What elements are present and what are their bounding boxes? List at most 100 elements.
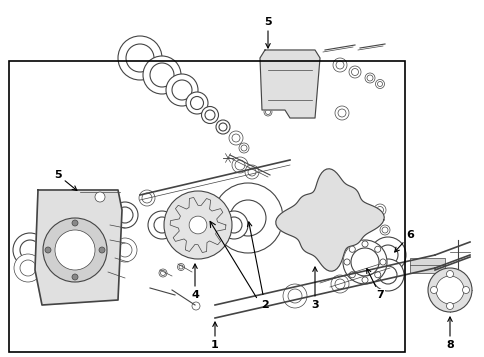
Circle shape (374, 246, 380, 252)
Circle shape (446, 271, 453, 277)
Circle shape (172, 80, 192, 100)
Text: 2: 2 (247, 222, 268, 310)
Circle shape (226, 217, 242, 233)
Circle shape (375, 80, 384, 89)
Circle shape (99, 247, 105, 253)
Circle shape (179, 265, 182, 269)
Circle shape (95, 192, 105, 202)
Circle shape (159, 269, 166, 277)
Circle shape (378, 266, 396, 284)
Circle shape (113, 238, 136, 262)
Circle shape (364, 73, 374, 83)
Bar (9, 61, 404, 352)
Bar (409, 258, 444, 273)
Circle shape (342, 240, 386, 284)
Circle shape (219, 123, 227, 131)
Circle shape (369, 237, 405, 273)
Circle shape (142, 193, 151, 203)
Circle shape (348, 246, 355, 252)
Circle shape (381, 227, 387, 233)
Circle shape (305, 51, 313, 59)
Circle shape (307, 110, 312, 115)
Circle shape (446, 302, 453, 310)
Circle shape (348, 272, 355, 278)
Circle shape (337, 109, 345, 117)
Circle shape (20, 260, 36, 276)
Circle shape (361, 241, 367, 247)
Circle shape (112, 202, 138, 228)
Circle shape (229, 200, 265, 236)
Circle shape (228, 131, 242, 145)
Circle shape (361, 277, 367, 283)
Text: 1: 1 (211, 322, 218, 350)
Circle shape (283, 284, 306, 308)
Circle shape (186, 92, 208, 114)
Circle shape (118, 243, 132, 257)
Circle shape (150, 63, 174, 87)
Circle shape (334, 106, 348, 120)
Circle shape (462, 287, 469, 293)
Circle shape (55, 230, 95, 270)
Circle shape (366, 75, 372, 81)
Circle shape (377, 245, 397, 265)
Circle shape (72, 274, 78, 280)
Circle shape (263, 51, 272, 59)
Text: 7: 7 (366, 268, 383, 300)
Circle shape (343, 259, 349, 265)
Circle shape (379, 259, 385, 265)
Circle shape (241, 145, 246, 151)
Polygon shape (259, 50, 319, 118)
Circle shape (430, 287, 437, 293)
Circle shape (72, 220, 78, 226)
Circle shape (201, 106, 218, 124)
Circle shape (435, 276, 463, 304)
Circle shape (235, 160, 244, 170)
Circle shape (244, 165, 258, 179)
Circle shape (199, 212, 215, 228)
Circle shape (333, 58, 346, 72)
Text: 5: 5 (264, 17, 271, 48)
Circle shape (239, 143, 248, 153)
Circle shape (190, 96, 203, 110)
Circle shape (377, 81, 382, 86)
Circle shape (154, 217, 170, 233)
Text: 8: 8 (445, 317, 453, 350)
Circle shape (231, 157, 247, 173)
Circle shape (348, 66, 360, 78)
Circle shape (247, 168, 256, 176)
Circle shape (164, 191, 231, 259)
Circle shape (45, 247, 51, 253)
Circle shape (117, 207, 133, 223)
Circle shape (376, 206, 383, 213)
Circle shape (43, 218, 107, 282)
Circle shape (126, 44, 154, 72)
Circle shape (160, 271, 165, 276)
Circle shape (265, 110, 270, 115)
Circle shape (148, 211, 176, 239)
Circle shape (335, 61, 343, 69)
Circle shape (13, 233, 47, 267)
Polygon shape (35, 190, 122, 305)
Text: 4: 4 (191, 264, 198, 300)
Circle shape (373, 204, 385, 216)
Circle shape (305, 108, 313, 116)
Circle shape (189, 216, 207, 234)
Circle shape (379, 225, 389, 235)
Circle shape (14, 254, 42, 282)
Circle shape (307, 52, 312, 57)
Circle shape (215, 120, 229, 134)
Circle shape (330, 275, 348, 293)
Circle shape (20, 240, 40, 260)
Circle shape (205, 110, 214, 120)
Circle shape (334, 279, 344, 289)
Circle shape (139, 190, 155, 206)
Circle shape (220, 211, 247, 239)
Text: 3: 3 (311, 267, 318, 310)
Circle shape (371, 259, 403, 291)
Circle shape (143, 56, 181, 94)
Circle shape (188, 209, 199, 221)
Circle shape (427, 268, 471, 312)
Polygon shape (170, 197, 226, 252)
Circle shape (194, 206, 222, 234)
Circle shape (351, 69, 358, 75)
